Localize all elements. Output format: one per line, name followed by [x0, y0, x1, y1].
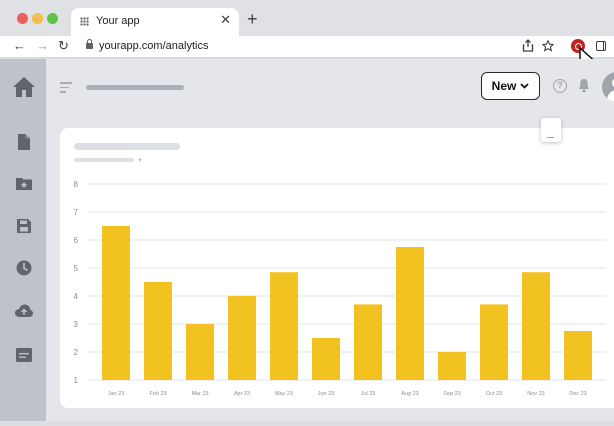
side-panel-icon[interactable]	[596, 41, 606, 51]
x-tick-label: Oct 23	[486, 391, 502, 397]
bar[interactable]	[144, 282, 172, 380]
x-tick-label: Apr 23	[234, 391, 250, 397]
bar[interactable]	[270, 272, 298, 380]
window-bottom-edge	[0, 421, 614, 426]
x-tick-label: Mar 23	[191, 391, 208, 397]
app-header: New ?	[46, 59, 614, 119]
chevron-down-icon	[520, 83, 529, 89]
y-tick-label: 5	[74, 264, 79, 273]
minimize-window-button[interactable]	[32, 13, 43, 24]
maximize-window-button[interactable]	[47, 13, 58, 24]
bar[interactable]	[438, 352, 466, 380]
back-icon[interactable]: ←	[13, 38, 26, 53]
x-tick-label: Jul 23	[361, 391, 376, 397]
bar[interactable]	[354, 304, 382, 380]
analytics-card: ▾ 1 2 3 4 5 6 7 8 Jan 23 Feb 23 Mar 23 Apr 23 May 23…	[60, 128, 614, 408]
bar-chart: 1 2 3 4 5 6 7 8 Jan 23 Feb 23 Mar 23 Apr 23 May 23 Ju…	[74, 180, 606, 397]
card-filter-placeholder[interactable]	[74, 158, 134, 162]
document-icon[interactable]	[17, 134, 30, 150]
app-grid-icon	[80, 17, 89, 26]
x-tick-label: Dec 23	[569, 391, 586, 397]
close-window-button[interactable]	[17, 13, 28, 24]
home-icon[interactable]	[12, 76, 36, 98]
close-tab-icon[interactable]: ✕	[220, 12, 231, 27]
x-tick-label: Sep 23	[443, 391, 460, 397]
reload-icon[interactable]: ↻	[58, 38, 69, 53]
save-icon[interactable]	[17, 219, 31, 233]
browser-tab[interactable]: Your app ✕	[71, 8, 239, 36]
x-tick-label: Jun 23	[318, 391, 335, 397]
bookmark-star-icon[interactable]	[542, 40, 554, 52]
x-tick-label: Aug 23	[401, 391, 418, 397]
new-button-label: New	[491, 79, 517, 93]
tab-strip: Your app ✕ +	[0, 0, 614, 36]
y-tick-label: 4	[74, 292, 79, 301]
cloud-upload-icon[interactable]	[15, 304, 33, 318]
card-icon[interactable]	[16, 348, 32, 362]
clock-icon[interactable]	[16, 260, 32, 276]
bar[interactable]	[522, 272, 550, 380]
help-icon[interactable]: ?	[553, 79, 567, 93]
x-tick-label: Feb 23	[149, 391, 166, 397]
lock-icon[interactable]	[86, 39, 93, 49]
bar[interactable]	[228, 296, 256, 380]
page-title-placeholder	[86, 85, 184, 90]
bar[interactable]	[186, 324, 214, 380]
y-tick-label: 1	[74, 376, 79, 385]
bar[interactable]	[480, 304, 508, 380]
avatar[interactable]	[602, 72, 614, 102]
popup-menu[interactable]	[541, 118, 561, 142]
x-tick-label: Jan 23	[108, 391, 125, 397]
new-tab-button[interactable]: +	[247, 9, 258, 29]
bar[interactable]	[396, 247, 424, 380]
menu-icon[interactable]	[60, 82, 72, 96]
x-tick-label: Nov 23	[527, 391, 544, 397]
bell-icon[interactable]	[578, 78, 590, 93]
y-tick-label: 2	[74, 348, 79, 357]
address-bar[interactable]: yourapp.com/analytics	[99, 40, 209, 52]
tab-title: Your app	[96, 15, 140, 27]
new-button[interactable]: New	[481, 72, 540, 100]
bar[interactable]	[312, 338, 340, 380]
y-tick-label: 6	[74, 236, 79, 245]
bar[interactable]	[564, 331, 592, 380]
forward-icon[interactable]: →	[36, 38, 49, 53]
y-tick-label: 8	[74, 180, 79, 189]
y-tick-label: 7	[74, 208, 79, 217]
browser-toolbar: ← → ↻ yourapp.com/analytics	[0, 36, 614, 58]
y-tick-label: 3	[74, 320, 79, 329]
x-tick-label: May 23	[275, 391, 293, 397]
share-icon[interactable]	[522, 39, 534, 52]
filter-chevron-icon[interactable]: ▾	[138, 157, 142, 164]
card-title-placeholder	[74, 143, 180, 150]
starred-folder-icon[interactable]	[16, 177, 32, 190]
app-sidebar	[0, 59, 46, 421]
bar[interactable]	[102, 226, 130, 380]
